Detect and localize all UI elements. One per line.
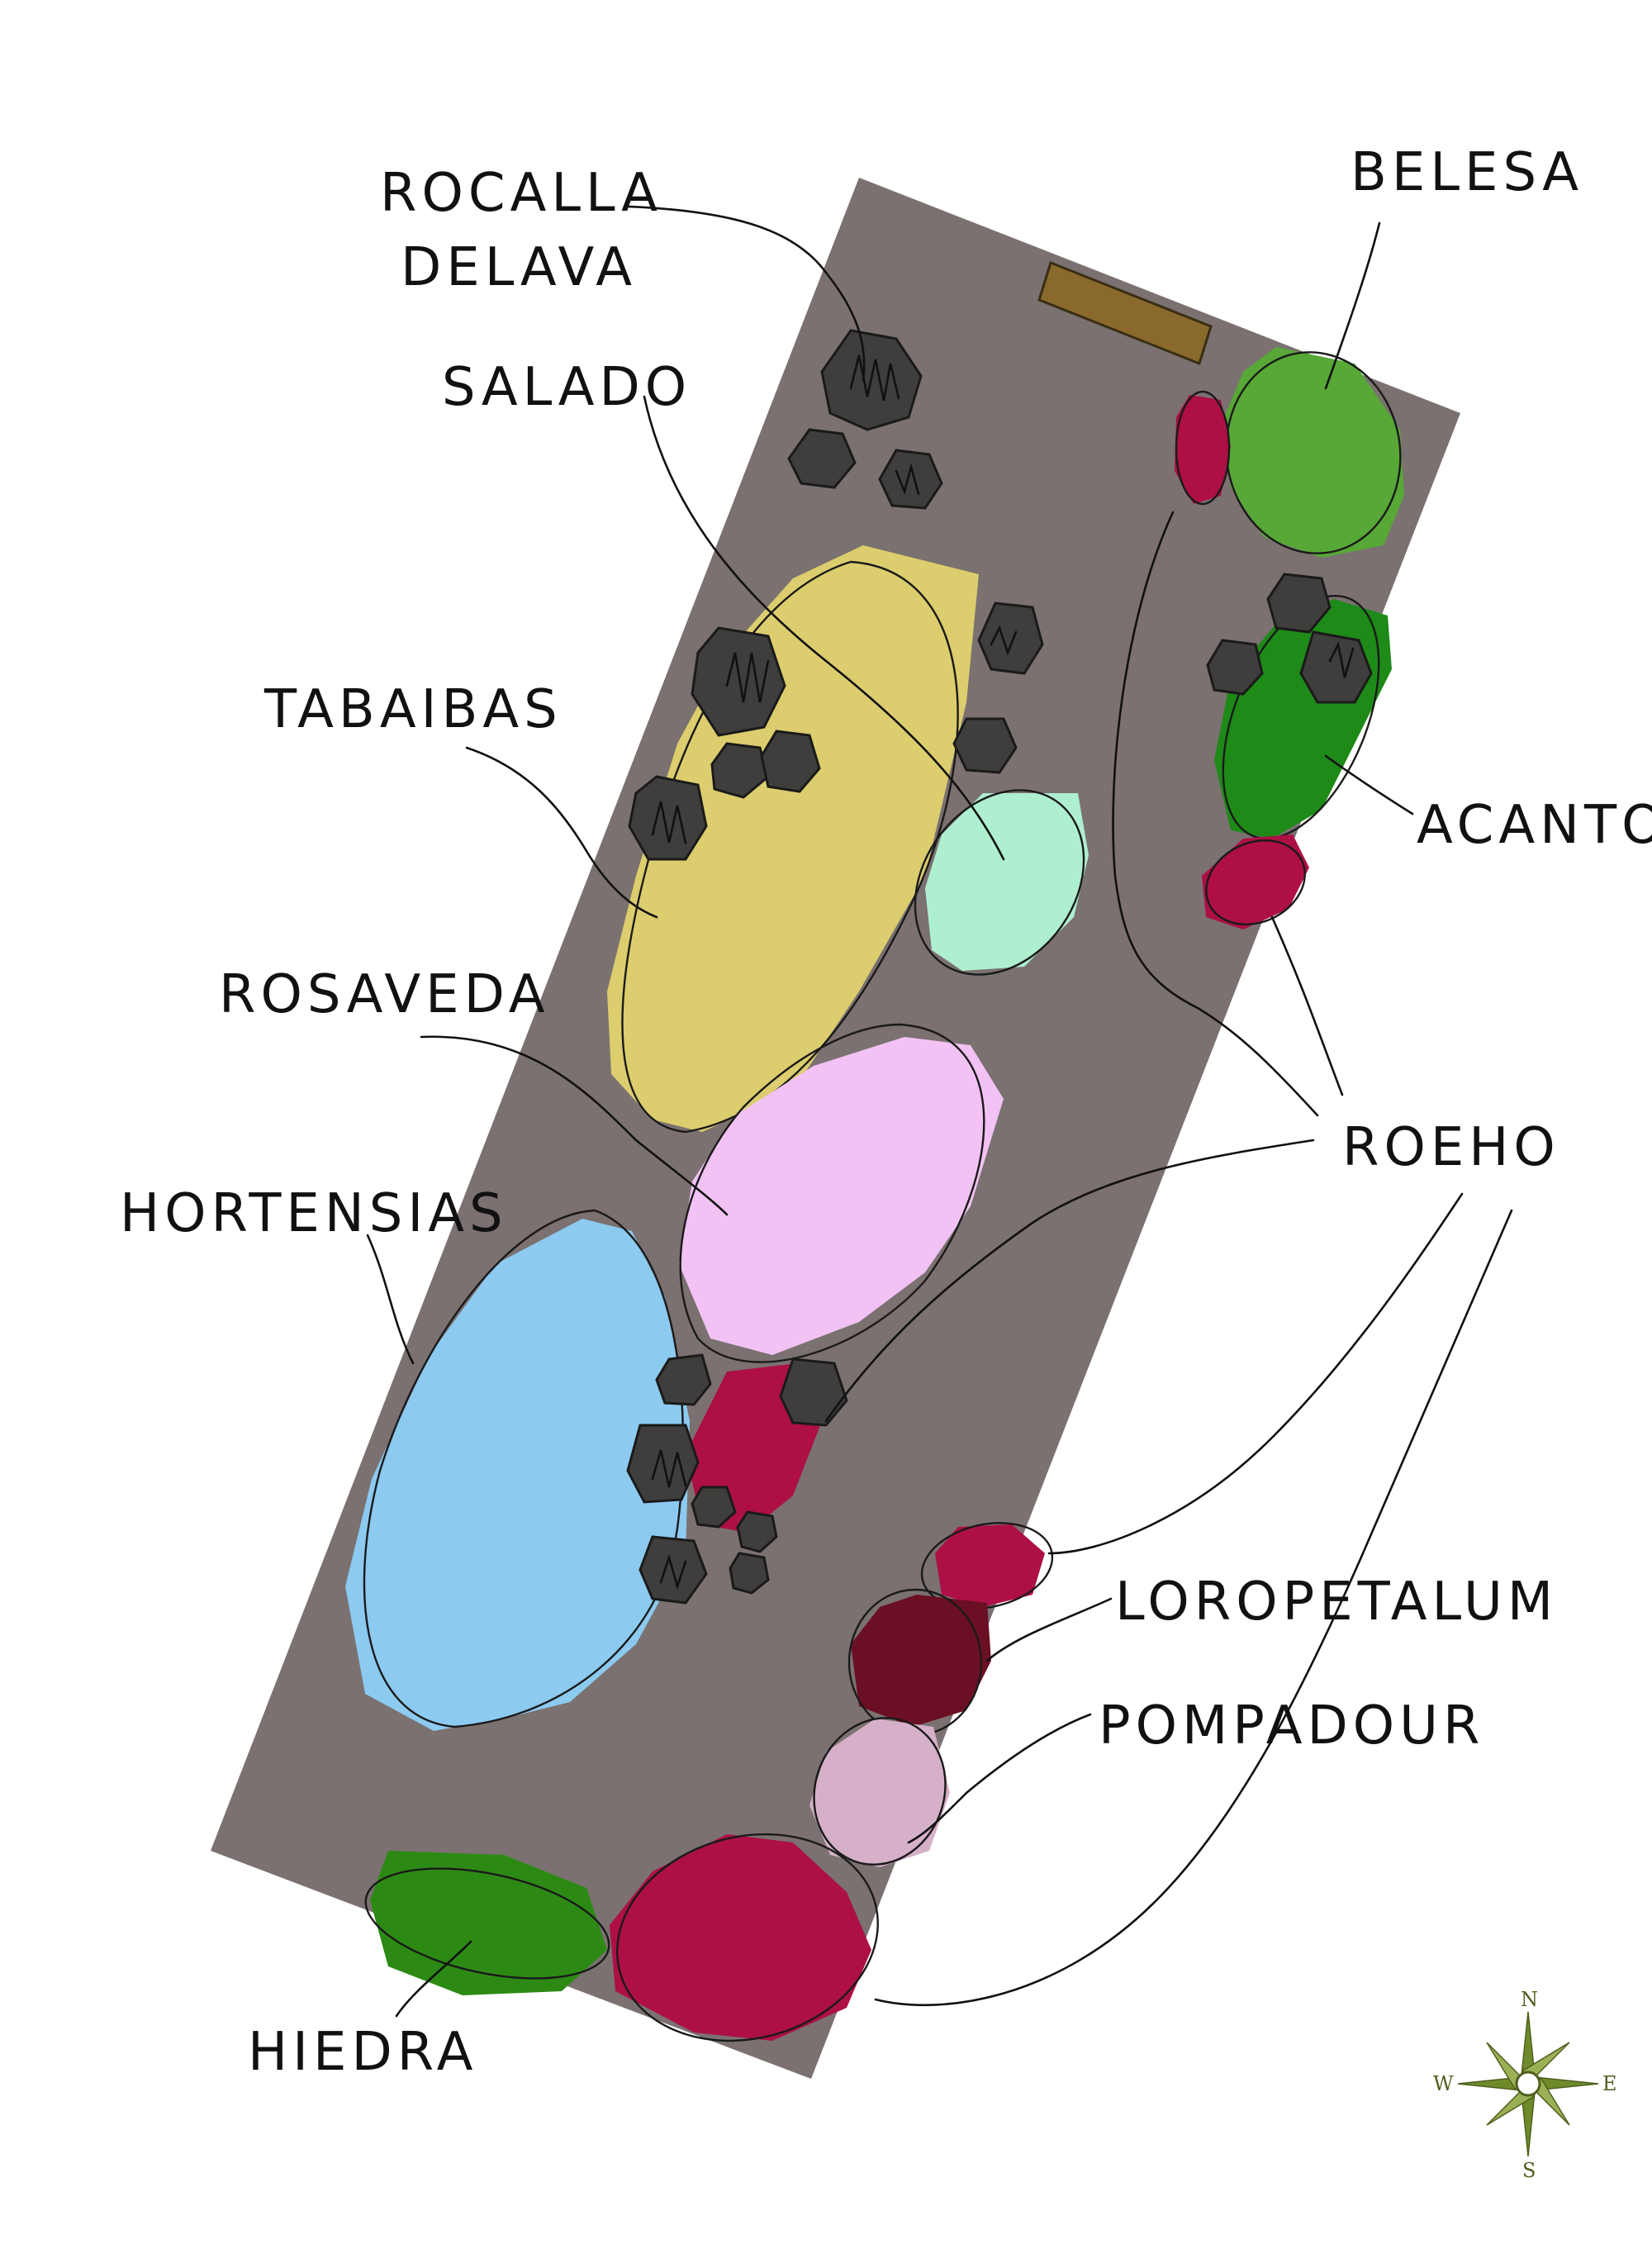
- lava-rock: [655, 1353, 712, 1406]
- lava-rock: [952, 717, 1018, 774]
- pompadour-outline: [813, 1717, 947, 1866]
- salado-bed: [925, 793, 1089, 971]
- leader-acanto: [1324, 754, 1414, 815]
- leader-roeho-top: [1112, 511, 1319, 1117]
- lava-rocks: [626, 329, 1373, 1605]
- rosaveda-outline: [679, 1023, 985, 1363]
- compass-n: N: [1521, 1988, 1538, 2011]
- roeho-shrub-lower: [935, 1524, 1045, 1607]
- label-pompadour: POMPADOUR: [1099, 1695, 1484, 1757]
- lava-rock: [710, 742, 770, 799]
- leader-pompadour: [907, 1713, 1092, 1844]
- compass-rose: N S E W: [1433, 1988, 1617, 2182]
- label-hortensias: HORTENSIAS: [120, 1183, 508, 1244]
- pompadour-shrub: [809, 1719, 950, 1867]
- compass-e: E: [1602, 2072, 1617, 2095]
- label-rosaveda: ROSAVEDA: [219, 964, 550, 1025]
- leader-roeho-bottom: [874, 1209, 1513, 2007]
- leader-belesa: [1324, 221, 1381, 390]
- label-loropetalum: LOROPETALUM: [1115, 1571, 1558, 1633]
- lava-rock: [628, 775, 708, 861]
- leader-roeho-right: [1270, 915, 1344, 1096]
- lava-rock: [691, 1486, 737, 1529]
- label-salado: SALADO: [442, 357, 691, 418]
- leader-loropetalum: [985, 1597, 1113, 1662]
- label-roeho: ROEHO: [1342, 1117, 1560, 1178]
- leader-lines: [366, 205, 1513, 2018]
- lava-rock: [779, 1357, 848, 1427]
- compass-center: [1515, 2071, 1541, 2097]
- lava-rock: [691, 626, 786, 737]
- lava-rock: [1206, 639, 1264, 696]
- loropetalum-shrub: [851, 1595, 991, 1727]
- belesa-bed: [1222, 347, 1404, 558]
- hiedra-outline: [364, 1867, 610, 1980]
- hortensias-bed: [345, 1219, 690, 1731]
- lava-rock: [729, 1552, 770, 1595]
- roeho-shrub-bottom-outline: [616, 1833, 879, 2042]
- label-acanto: ACANTO: [1417, 795, 1652, 856]
- roeho-shrub-right: [1202, 834, 1309, 930]
- leader-rocalla: [626, 205, 866, 382]
- leader-salado: [643, 395, 1005, 861]
- leader-rosaveda: [420, 1035, 729, 1216]
- roeho-shrub-top: [1175, 395, 1231, 504]
- label-hiedra: HIEDRA: [248, 2022, 477, 2083]
- roeho-shrub-top-outline: [1175, 390, 1231, 506]
- salado-outline: [914, 789, 1085, 976]
- bench: [1037, 261, 1213, 365]
- lava-rock: [977, 601, 1044, 675]
- label-tabaibas: TABAIBAS: [263, 679, 563, 740]
- label-belesa: BELESA: [1351, 142, 1583, 203]
- labels: ROCALLA DELAVA BELESA SALADO TABAIBAS AC…: [120, 142, 1652, 2083]
- label-rocalla-2: DELAVA: [401, 237, 637, 298]
- leader-hiedra: [395, 1940, 472, 2018]
- lava-rock: [1299, 630, 1373, 704]
- lava-rock: [736, 1510, 778, 1553]
- rosaveda-bed: [679, 1037, 1004, 1355]
- lava-rock: [878, 449, 943, 510]
- leader-roeho-center: [824, 1139, 1315, 1423]
- rock-scribbles: [651, 354, 1355, 1590]
- roeho-shrub-lower-outline: [920, 1522, 1054, 1609]
- tabaibas-bed: [607, 545, 979, 1132]
- lava-rock: [1266, 573, 1332, 634]
- roeho-shrub-bottom: [610, 1834, 871, 2041]
- lava-rock: [787, 428, 857, 489]
- leader-roeho-lower: [1047, 1192, 1464, 1555]
- leader-hortensias: [366, 1234, 415, 1365]
- tabaibas-outline: [621, 560, 959, 1134]
- hiedra-bed: [370, 1851, 607, 1995]
- lava-rock: [760, 730, 821, 793]
- compass-w: W: [1433, 2072, 1454, 2095]
- label-rocalla: ROCALLA: [380, 163, 662, 224]
- leader-tabaibas: [465, 746, 658, 919]
- compass-s: S: [1522, 2159, 1536, 2182]
